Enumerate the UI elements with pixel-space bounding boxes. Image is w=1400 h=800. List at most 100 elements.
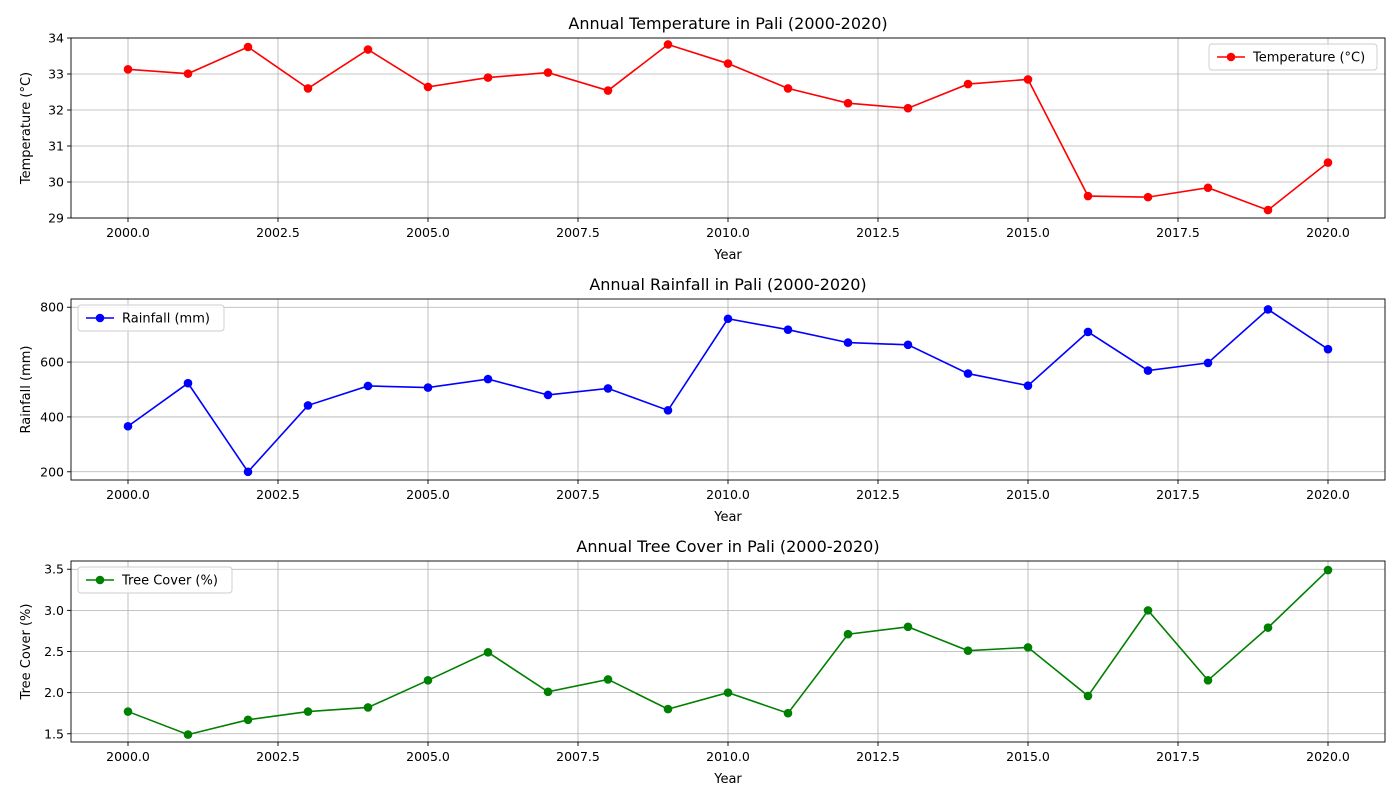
y-tick-label: 2.0: [44, 685, 64, 700]
y-tick-label: 29: [48, 211, 64, 226]
data-point: [1203, 358, 1213, 368]
data-point: [363, 45, 373, 54]
legend: Tree Cover (%): [77, 566, 233, 594]
data-point: [303, 707, 313, 716]
y-tick-label: 3.5: [44, 562, 64, 577]
data-point: [663, 704, 673, 714]
x-tick-label: 2010.0: [706, 487, 750, 502]
x-tick-label: 2002.5: [256, 749, 300, 764]
data-point: [363, 381, 373, 391]
x-tick-label: 2000.0: [106, 225, 150, 240]
y-tick-label: 400: [40, 409, 64, 424]
chart-title: Annual Temperature in Pali (2000-2020): [568, 14, 887, 33]
data-point: [783, 84, 793, 93]
data-point: [963, 369, 973, 378]
data-point: [1203, 183, 1213, 193]
x-tick-label: 2020.0: [1306, 225, 1350, 240]
x-tick-label: 2007.5: [556, 749, 600, 764]
data-point: [1143, 366, 1153, 375]
data-point: [1083, 327, 1093, 337]
chart-panel-3: 2000.0 2002.5 2005.0 2007.5 2010.0 2012.5 2015…: [19, 537, 1386, 787]
data-point: [483, 73, 493, 82]
y-tick-label: 800: [40, 300, 64, 315]
legend-label: Rainfall (mm): [122, 312, 210, 327]
data-point: [543, 68, 553, 77]
x-axis-label: Year: [713, 248, 742, 263]
x-tick-label: 2007.5: [556, 225, 600, 240]
data-point: [603, 384, 613, 393]
x-tick-label: 2017.5: [1156, 225, 1200, 240]
x-tick-label: 2000.0: [106, 749, 150, 764]
legend-box: [77, 566, 233, 594]
x-tick-label: 2002.5: [256, 487, 300, 502]
legend: Rainfall (mm): [77, 304, 225, 332]
x-tick-label: 2015.0: [1006, 225, 1050, 240]
legend-label: Temperature (°C): [1252, 51, 1365, 66]
data-point: [123, 421, 133, 431]
data-point: [243, 715, 253, 725]
y-tick-label: 1.5: [44, 726, 64, 741]
x-tick-label: 2020.0: [1306, 487, 1350, 502]
data-point: [843, 338, 853, 347]
data-point: [1023, 381, 1033, 390]
data-point: [303, 84, 313, 93]
data-point: [663, 406, 673, 415]
x-tick-label: 2002.5: [256, 225, 300, 240]
y-tick-label: 600: [40, 355, 64, 370]
chart-panel-2: 2000.0 2002.5 2005.0 2007.5 2010.0 2012.5 2015…: [19, 275, 1386, 525]
x-axis-label: Year: [713, 510, 742, 525]
x-tick-label: 2007.5: [556, 487, 600, 502]
x-tick-label: 2012.5: [856, 749, 900, 764]
legend-box: [1208, 43, 1378, 71]
chart-panel-1: 2000.0 2002.5 2005.0 2007.5 2010.0 2012.5 2015…: [19, 14, 1386, 263]
data-point: [903, 103, 913, 113]
y-axis-label: Tree Cover (%): [19, 604, 34, 701]
legend-marker: [95, 313, 105, 323]
data-point: [1263, 205, 1273, 215]
x-tick-label: 2000.0: [106, 487, 150, 502]
data-point: [243, 42, 253, 52]
legend-box: [77, 304, 225, 332]
y-tick-label: 30: [48, 175, 64, 190]
y-axis-label: Rainfall (mm): [19, 346, 34, 434]
x-tick-label: 2005.0: [406, 225, 450, 240]
x-tick-label: 2005.0: [406, 487, 450, 502]
data-point: [363, 703, 373, 712]
x-tick-label: 2012.5: [856, 225, 900, 240]
x-tick-label: 2010.0: [706, 749, 750, 764]
data-point: [1083, 691, 1093, 701]
data-point: [1143, 606, 1153, 615]
data-point: [1143, 192, 1153, 202]
x-tick-label: 2017.5: [1156, 487, 1200, 502]
data-point: [843, 629, 853, 639]
data-point: [783, 325, 793, 335]
y-tick-label: 200: [40, 464, 64, 479]
data-point: [123, 65, 133, 74]
data-point: [543, 390, 553, 400]
data-point: [723, 314, 733, 324]
x-tick-label: 2010.0: [706, 225, 750, 240]
x-tick-label: 2012.5: [856, 487, 900, 502]
legend-marker: [1226, 52, 1236, 62]
chart-title: Annual Tree Cover in Pali (2000-2020): [576, 537, 879, 556]
legend-marker: [95, 575, 105, 585]
x-tick-label: 2017.5: [1156, 749, 1200, 764]
data-point: [1263, 305, 1273, 314]
x-tick-label: 2015.0: [1006, 749, 1050, 764]
data-point: [903, 622, 913, 632]
data-point: [1023, 643, 1033, 652]
data-point: [423, 675, 433, 685]
data-point: [1083, 191, 1093, 201]
data-point: [243, 467, 253, 477]
data-point: [1323, 344, 1333, 354]
data-point: [723, 688, 733, 697]
x-axis-label: Year: [713, 772, 742, 787]
data-point: [1323, 158, 1333, 167]
x-tick-label: 2005.0: [406, 749, 450, 764]
data-point: [1203, 675, 1213, 685]
data-point: [603, 86, 613, 95]
data-point: [423, 383, 433, 392]
data-point: [903, 340, 913, 350]
